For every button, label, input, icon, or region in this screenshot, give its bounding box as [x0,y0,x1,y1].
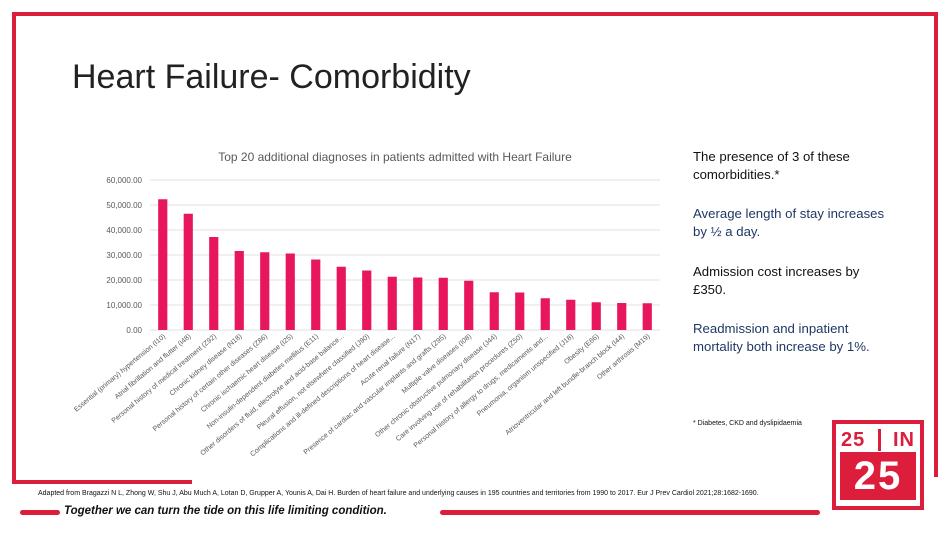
bar [438,277,448,330]
admission-cost-text: Admission cost increases by £350. [693,264,860,297]
bar [464,280,474,330]
slide-border-right [934,12,938,477]
bar [158,199,168,330]
logo-top-left-text: 25 [841,428,866,451]
logo-top-right-text: IN [893,428,915,451]
footnote: * Diabetes, CKD and dyslipidaemia [693,420,802,427]
y-tick-label: 50,000.00 [106,201,142,210]
comorbidity-count-text: The presence of 3 of these comorbidities… [693,149,850,182]
x-tick-label: Chronic ischaemic heart disease (I25) [200,333,295,414]
x-tick-label: Atrioventricular and left bundle-branch … [504,333,626,437]
bar [336,266,346,330]
logo-divider [877,429,881,451]
y-tick-label: 40,000.00 [106,226,142,235]
bar [209,237,219,330]
bar [183,213,193,330]
slide-border-bottom-strip-left [20,510,60,515]
bar [362,270,372,330]
length-of-stay-text: Average length of stay increases by ½ a … [693,206,885,239]
bar [413,277,423,330]
slide-border-top [12,12,938,16]
bar [515,292,525,330]
bar [566,299,576,330]
slide-border-bottom [12,480,192,484]
slide-border-left [12,12,16,482]
logo-bottom-text: 25 [840,452,916,500]
bar [642,303,652,330]
readmission-mortality-text: Readmission and inpatient mortality both… [693,321,870,354]
bar [489,292,499,330]
bar [285,253,295,330]
chart-title: Top 20 additional diagnoses in patients … [218,150,572,164]
bar [387,276,397,330]
citation: Adapted from Bragazzi N L, Zhong W, Shu … [38,490,759,497]
bar [591,302,601,330]
y-tick-label: 0.00 [126,326,142,335]
y-tick-label: 10,000.00 [106,301,142,310]
tagline: Together we can turn the tide on this li… [60,505,391,517]
bar-chart: Top 20 additional diagnoses in patients … [73,150,660,458]
bar [540,298,550,330]
slide-title: Heart Failure- Comorbidity [72,58,471,96]
x-tick-label: Essential (primary) hypertension (I10) [73,333,167,413]
y-tick-label: 30,000.00 [106,251,142,260]
slide-border-bottom-strip-right [440,510,820,515]
bar [617,303,627,330]
bar [234,251,244,330]
25in25-logo: 25 IN 25 [832,420,924,510]
bar [260,252,270,330]
y-tick-label: 60,000.00 [106,176,142,185]
bar [311,259,321,330]
logo-top-row: 25 IN [841,427,915,453]
x-tick-label: Pneumonia, organism unspecified (J18) [476,333,575,418]
y-tick-label: 20,000.00 [106,276,142,285]
